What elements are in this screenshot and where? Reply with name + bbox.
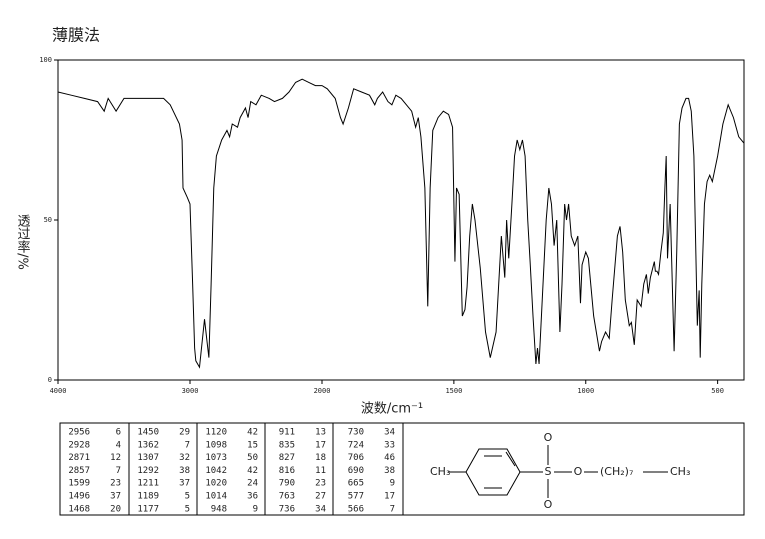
peak-wavenumber: 1292 (137, 466, 159, 476)
peak-transmittance: 5 (185, 492, 190, 502)
y-tick-label: 50 (44, 216, 52, 224)
structure-atom: O (544, 431, 553, 444)
peak-transmittance: 7 (185, 440, 190, 450)
peak-wavenumber: 724 (348, 440, 364, 450)
x-axis-label: 波数/cm⁻¹ (361, 402, 423, 417)
peak-wavenumber: 948 (211, 504, 227, 514)
peak-transmittance: 7 (390, 504, 395, 514)
peak-transmittance: 15 (247, 440, 258, 450)
peak-wavenumber: 1362 (137, 440, 159, 450)
peak-transmittance: 24 (247, 479, 258, 489)
x-tick-label: 1500 (445, 387, 462, 395)
peak-transmittance: 50 (247, 453, 258, 463)
peak-transmittance: 42 (247, 428, 258, 438)
peak-transmittance: 23 (315, 479, 326, 489)
peak-transmittance: 13 (315, 428, 326, 438)
peak-wavenumber: 566 (348, 504, 364, 514)
y-tick-label: 0 (48, 376, 52, 384)
chart-title: 薄膜法 (52, 26, 100, 45)
peak-wavenumber: 1189 (137, 492, 159, 502)
peak-wavenumber: 1450 (137, 428, 159, 438)
peak-transmittance: 29 (179, 428, 190, 438)
peak-wavenumber: 1468 (68, 504, 90, 514)
peak-wavenumber: 1014 (205, 492, 227, 502)
x-tick-label: 3000 (182, 387, 199, 395)
peak-transmittance: 12 (110, 453, 121, 463)
peak-transmittance: 36 (247, 492, 258, 502)
peak-wavenumber: 730 (348, 428, 364, 438)
peak-wavenumber: 1211 (137, 479, 159, 489)
peak-transmittance: 17 (315, 440, 326, 450)
peak-wavenumber: 2857 (68, 466, 90, 476)
peak-wavenumber: 1073 (205, 453, 227, 463)
structure (448, 445, 668, 498)
plot-frame (57, 59, 745, 381)
peak-transmittance: 17 (384, 492, 395, 502)
peak-transmittance: 33 (384, 440, 395, 450)
y-axis-label: 透过率/% (15, 214, 31, 270)
peak-transmittance: 23 (110, 479, 121, 489)
peak-wavenumber: 2871 (68, 453, 90, 463)
x-tick-label: 500 (711, 387, 724, 395)
table-dividers (128, 423, 404, 515)
structure-atom: O (574, 465, 583, 478)
peak-wavenumber: 736 (279, 504, 295, 514)
table-frame (59, 422, 745, 516)
peak-wavenumber: 1098 (205, 440, 227, 450)
peak-transmittance: 9 (390, 479, 395, 489)
peak-transmittance: 42 (247, 466, 258, 476)
x-tick-label: 4000 (50, 387, 67, 395)
structure-atom: S (545, 465, 552, 478)
peak-wavenumber: 2956 (68, 428, 90, 438)
peak-transmittance: 38 (179, 466, 190, 476)
peak-wavenumber: 835 (279, 440, 295, 450)
peak-wavenumber: 816 (279, 466, 295, 476)
peak-transmittance: 37 (110, 492, 121, 502)
peak-transmittance: 4 (116, 440, 121, 450)
peak-wavenumber: 706 (348, 453, 364, 463)
structure-group: CH₃ (430, 465, 450, 478)
peak-wavenumber: 1307 (137, 453, 159, 463)
double-bond (505, 451, 516, 467)
y-tick-label: 100 (39, 56, 52, 64)
peak-transmittance: 9 (253, 504, 258, 514)
peak-wavenumber: 827 (279, 453, 295, 463)
structure-atom: O (544, 498, 553, 511)
peak-transmittance: 32 (179, 453, 190, 463)
peak-wavenumber: 665 (348, 479, 364, 489)
peak-transmittance: 37 (179, 479, 190, 489)
peak-transmittance: 46 (384, 453, 395, 463)
peak-wavenumber: 1120 (205, 428, 227, 438)
spectrum-line (57, 78, 745, 369)
peak-transmittance: 7 (116, 466, 121, 476)
x-tick-label: 1000 (577, 387, 594, 395)
x-tick-label: 2000 (314, 387, 331, 395)
peak-transmittance: 5 (185, 504, 190, 514)
peak-transmittance: 27 (315, 492, 326, 502)
peak-transmittance: 38 (384, 466, 395, 476)
peak-wavenumber: 790 (279, 479, 295, 489)
peak-transmittance: 34 (315, 504, 326, 514)
peak-transmittance: 6 (116, 428, 121, 438)
peak-transmittance: 11 (315, 466, 326, 476)
peak-wavenumber: 690 (348, 466, 364, 476)
peak-wavenumber: 1599 (68, 479, 90, 489)
peak-wavenumber: 2928 (68, 440, 90, 450)
structure-group: (CH₂)₇ (600, 465, 633, 478)
peak-wavenumber: 577 (348, 492, 364, 502)
peak-transmittance: 20 (110, 504, 121, 514)
peak-wavenumber: 1496 (68, 492, 90, 502)
peak-transmittance: 34 (384, 428, 395, 438)
peak-wavenumber: 1020 (205, 479, 227, 489)
peak-wavenumber: 911 (279, 428, 295, 438)
peak-wavenumber: 763 (279, 492, 295, 502)
structure-group: CH₃ (670, 465, 690, 478)
peak-wavenumber: 1042 (205, 466, 227, 476)
peak-wavenumber: 1177 (137, 504, 159, 514)
peak-transmittance: 18 (315, 453, 326, 463)
